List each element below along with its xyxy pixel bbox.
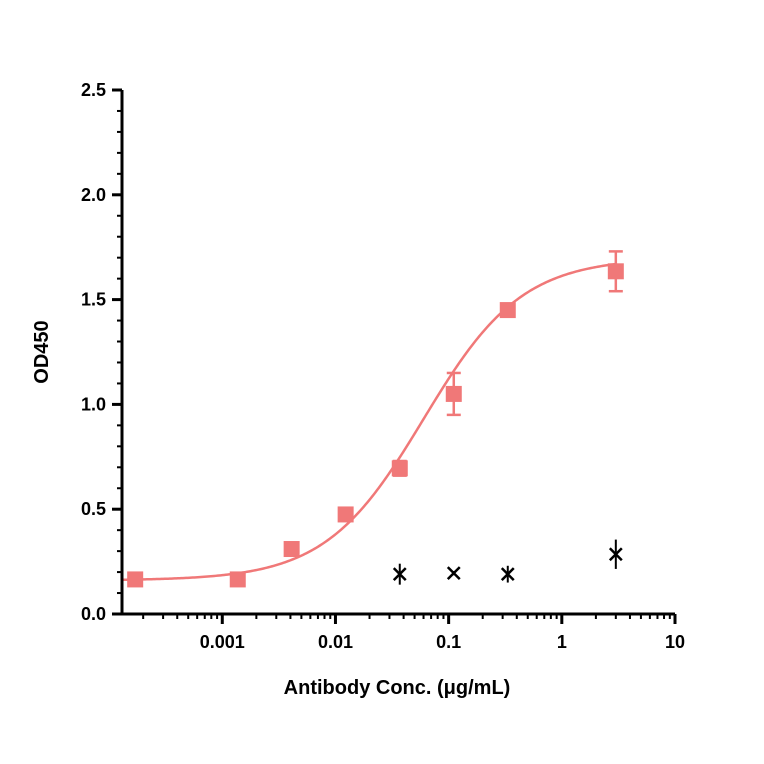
y-tick-label: 2.5: [81, 80, 106, 100]
y-tick-label: 2.0: [81, 185, 106, 205]
data-point-square: [445, 385, 462, 402]
y-tick-label: 1.5: [81, 290, 106, 310]
data-point-square: [127, 571, 144, 588]
data-point-square: [391, 460, 408, 477]
data-point-square: [283, 541, 300, 558]
data-marks: [121, 250, 624, 588]
y-tick-label: 0.0: [81, 604, 106, 624]
y-axis-title: OD450: [31, 320, 53, 383]
x-tick-label: 1: [557, 632, 567, 652]
fit-curve: [121, 262, 616, 582]
x-axis-ticks: 0.001 0.01 0.1 1 10: [142, 614, 685, 652]
y-tick-label: 1.0: [81, 394, 106, 414]
x-tick-label: 0.1: [436, 632, 461, 652]
data-point-square: [337, 506, 354, 523]
y-axis-ticks: 0.0 0.5 1.0 1.5 2.0 2.5: [81, 80, 122, 624]
data-point-x: [446, 566, 461, 581]
data-point-x: [608, 547, 623, 562]
x-axis-title: Antibody Conc. (μg/mL): [284, 677, 511, 699]
y-tick-label: 0.5: [81, 499, 106, 519]
x-stroke: [446, 566, 461, 581]
data-point-square: [229, 571, 246, 588]
x-tick-label: 0.001: [200, 632, 245, 652]
x-tick-label: 10: [665, 632, 685, 652]
x-tick-label: 0.01: [318, 632, 353, 652]
x-stroke: [500, 567, 515, 582]
data-point-square: [499, 302, 516, 319]
x-stroke: [608, 547, 623, 562]
data-point-x: [392, 567, 407, 582]
data-point-square: [607, 263, 624, 280]
data-point-x: [500, 567, 515, 582]
x-stroke: [392, 567, 407, 582]
